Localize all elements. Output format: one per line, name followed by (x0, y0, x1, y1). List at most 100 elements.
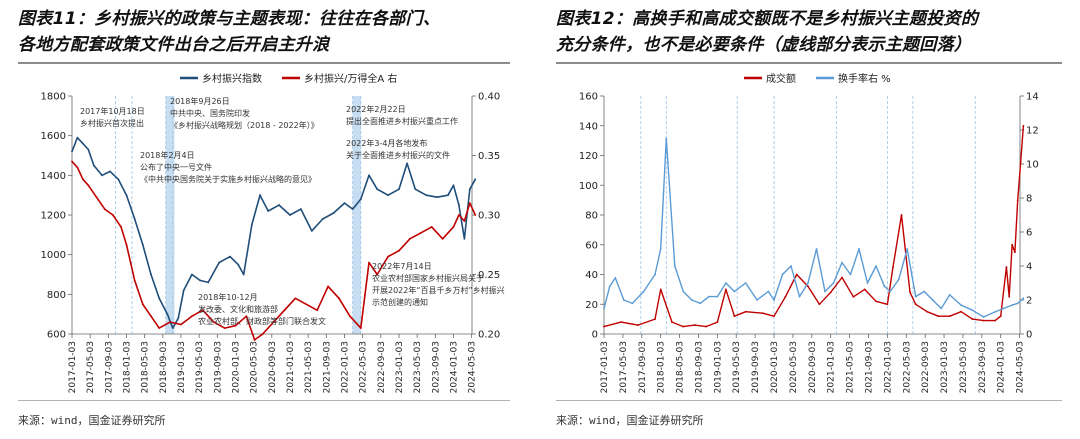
series-point-0 (807, 285, 809, 288)
series-point-1 (631, 302, 634, 305)
series-point-1 (994, 311, 996, 313)
series-point-0 (724, 288, 727, 291)
x-tick-label: 2020-05-03 (789, 341, 799, 393)
series-point-0 (368, 174, 370, 177)
series-point-1 (832, 282, 835, 284)
y-left-tick-label: 0 (592, 330, 598, 341)
series-point-1 (368, 261, 370, 264)
series-point-1 (245, 315, 248, 318)
y-right-tick-label: 10 (1026, 160, 1039, 171)
series-point-1 (824, 290, 826, 293)
x-tick-label: 2017-05-03 (86, 341, 96, 393)
series-point-0 (914, 303, 917, 306)
series-point-1 (756, 299, 758, 301)
left-title-rule (18, 62, 510, 64)
series-point-0 (447, 194, 449, 197)
series-point-0 (1022, 124, 1025, 127)
x-tick-label: 2017-09-03 (104, 341, 114, 393)
series-point-1 (1016, 302, 1019, 305)
series-point-0 (398, 188, 400, 191)
x-tick-label: 2017-01-03 (600, 341, 610, 393)
x-tick-label: 2022-05-03 (902, 341, 912, 393)
series-point-0 (207, 281, 210, 284)
series-point-1 (858, 248, 860, 250)
series-point-1 (81, 178, 84, 181)
series-point-1 (807, 282, 809, 284)
series-point-0 (117, 178, 120, 181)
annotation-text: 提出全面推进乡村振兴重点工作 (346, 116, 458, 126)
series-point-1 (190, 315, 193, 318)
x-tick-label: 2019-01-03 (713, 341, 723, 393)
series-point-1 (883, 285, 886, 288)
series-point-1 (180, 323, 182, 326)
annotation-text: 2022年3-4月各地发布 (346, 138, 427, 148)
series-point-1 (103, 208, 106, 210)
series-point-1 (608, 285, 611, 288)
series-point-0 (909, 291, 911, 294)
x-tick-label: 2021-01-03 (286, 341, 296, 393)
series-point-1 (914, 295, 917, 298)
x-tick-label: 2020-01-03 (770, 341, 780, 393)
y-right-tick-label: 14 (1026, 92, 1039, 103)
series-point-0 (359, 198, 362, 201)
series-point-1 (897, 278, 900, 281)
x-tick-label: 2018-09-03 (159, 341, 169, 393)
y-left-tick-label: 40 (585, 270, 598, 281)
series-point-0 (406, 162, 409, 165)
annotation-text: 2018年9月26日 (170, 96, 230, 106)
series-point-0 (267, 210, 270, 212)
x-tick-label: 2024-05-03 (468, 341, 478, 393)
series-point-0 (332, 212, 335, 214)
series-point-1 (316, 309, 319, 312)
annotation-text: 2022年7月14日 (372, 261, 432, 271)
series-point-1 (408, 237, 411, 240)
right-title-rule (556, 62, 1062, 64)
series-point-1 (430, 226, 433, 228)
x-tick-label: 2022-05-03 (359, 341, 369, 393)
series-point-1 (790, 265, 792, 267)
series-point-0 (1008, 295, 1011, 298)
series-point-0 (414, 188, 417, 191)
annotation-text: 《乡村振兴战略规划（2018 - 2022年）》 (170, 120, 319, 130)
series-point-0 (971, 318, 974, 321)
series-point-1 (111, 214, 114, 216)
series-point-0 (654, 318, 656, 321)
series-point-0 (259, 194, 261, 197)
series-point-1 (733, 290, 736, 293)
x-tick-label: 2018-05-03 (141, 341, 151, 393)
series-point-1 (71, 160, 73, 163)
series-point-1 (125, 243, 128, 246)
series-point-1 (982, 316, 985, 318)
series-point-0 (376, 188, 379, 191)
x-tick-label: 2018-05-03 (676, 341, 686, 393)
x-tick-label: 2024-01-03 (997, 341, 1007, 393)
y-right-tick-label: 6 (1026, 228, 1032, 239)
series-point-0 (190, 273, 193, 276)
series-point-0 (458, 204, 460, 206)
y-right-tick-label: 2 (1026, 296, 1032, 307)
annotation-text: 2018年10-12月 (198, 292, 258, 302)
x-tick-label: 2019-09-03 (751, 341, 761, 393)
annotation-text: 农业农村部、财政部等部门联合发文 (198, 316, 326, 326)
x-tick-label: 2020-01-03 (231, 341, 241, 393)
series-point-0 (101, 174, 103, 177)
x-tick-label: 2020-05-03 (250, 341, 260, 393)
series-point-1 (283, 309, 286, 312)
left-source: 来源：wind，国金证券研究所 (18, 414, 166, 427)
x-tick-label: 2022-01-03 (883, 341, 893, 393)
series-point-0 (716, 321, 719, 323)
series-point-0 (875, 300, 877, 303)
x-tick-label: 2019-05-03 (732, 341, 742, 393)
series-point-1 (201, 309, 204, 312)
series-point-0 (1016, 199, 1019, 202)
series-point-0 (182, 289, 185, 292)
x-tick-label: 2020-09-03 (268, 341, 278, 393)
series-point-1 (327, 285, 330, 288)
series-point-1 (376, 273, 379, 276)
series-point-1 (906, 248, 909, 250)
x-tick-label: 2021-01-03 (827, 341, 837, 393)
series-point-1 (338, 297, 340, 300)
x-tick-label: 2017-09-03 (638, 341, 648, 393)
series-point-1 (849, 273, 852, 276)
x-tick-label: 2021-05-03 (304, 341, 314, 393)
